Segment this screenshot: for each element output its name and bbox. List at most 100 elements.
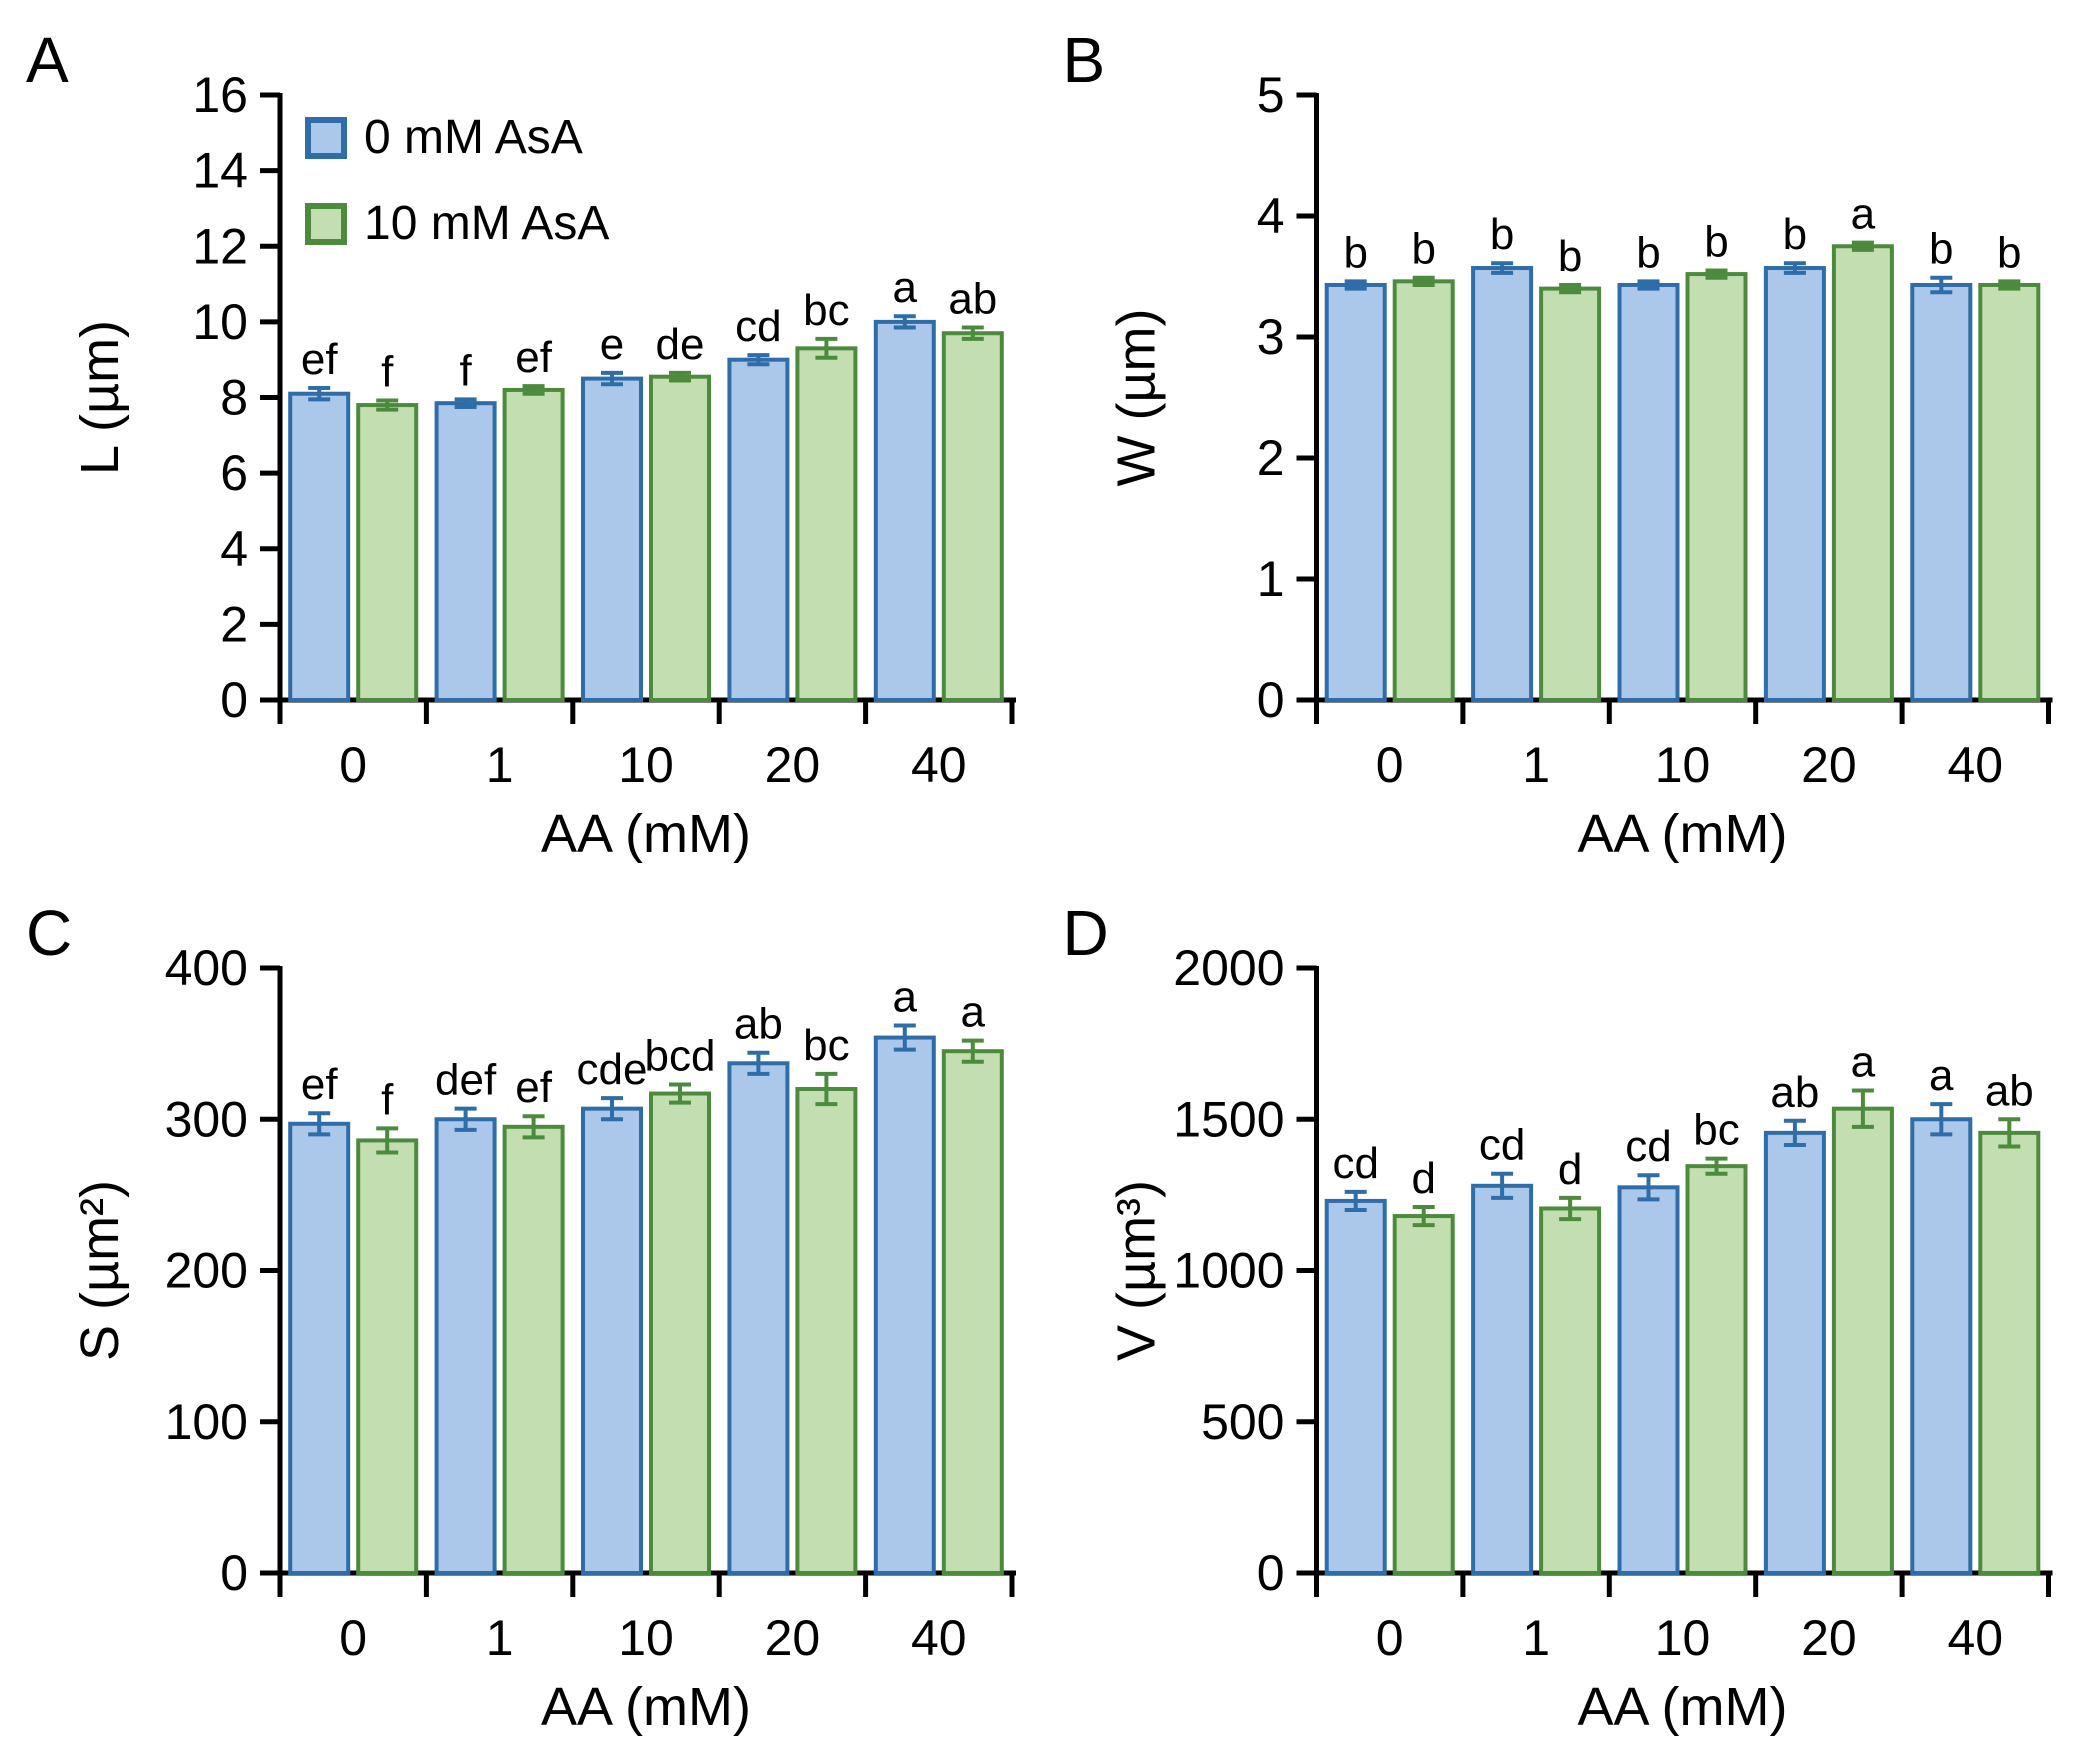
bar-0-mM-AsA-1 (1471, 266, 1534, 702)
bar-10-mM-AsA-20 (795, 1087, 858, 1575)
x-tick-label: 40 (911, 1610, 967, 1666)
y-tick-label: 0 (1257, 672, 1285, 728)
panel-letter: C (26, 897, 72, 969)
significance-letter: cd (1332, 1139, 1378, 1188)
significance-letter: ab (1770, 1068, 1819, 1117)
x-tick-label: 0 (1376, 1610, 1404, 1666)
x-tick-label: 20 (1801, 1610, 1857, 1666)
significance-letter: ef (301, 1060, 338, 1109)
x-tick-label: 1 (486, 1610, 514, 1666)
bar-0-mM-AsA-20 (1763, 1130, 1826, 1575)
significance-letter: a (1851, 1038, 1876, 1087)
y-axis-title: S (µm²) (70, 1180, 130, 1361)
x-tick-label: 10 (1655, 737, 1711, 793)
y-tick-label: 12 (192, 218, 248, 274)
y-tick-label: 3 (1257, 309, 1285, 365)
y-tick-label: 4 (220, 521, 248, 577)
significance-letter: de (656, 320, 705, 369)
x-tick-label: 20 (765, 1610, 821, 1666)
x-tick-label: 10 (1655, 1610, 1711, 1666)
y-axis-title: L (µm) (70, 320, 130, 475)
panel-c: C 0 100 200 300 400 ef f 0 def ef 1 cde bcd 10 ab bc 20 a a… (0, 873, 1036, 1746)
x-tick-label: 10 (618, 1610, 674, 1666)
significance-letter: cde (577, 1045, 648, 1094)
bar-10-mM-AsA-10 (649, 374, 711, 702)
bar-10-mM-AsA-10 (1685, 1164, 1748, 1575)
y-axis-title: V (µm³) (1107, 1180, 1167, 1361)
y-tick-label: 6 (220, 445, 248, 501)
x-axis-title: AA (mM) (1578, 1677, 1788, 1737)
bar-10-mM-AsA-1 (502, 1124, 565, 1575)
bar-10-mM-AsA-1 (502, 387, 565, 702)
y-tick-label: 8 (220, 370, 248, 426)
significance-letter: d (1411, 1154, 1435, 1203)
x-tick-label: 0 (339, 1610, 367, 1666)
y-tick-label: 300 (165, 1091, 248, 1147)
x-tick-label: 20 (765, 737, 821, 793)
significance-letter: ef (301, 335, 338, 384)
bar-0-mM-AsA-20 (727, 1061, 790, 1575)
bar-10-mM-AsA-0 (1392, 279, 1455, 702)
bar-10-mM-AsA-20 (795, 346, 858, 702)
significance-letter: f (459, 346, 472, 395)
panel-b: B 0 1 2 3 4 5 b b 0 b b 1 b b 10 b a 20 b b 40 AA (mM) W (µm) (1036, 0, 2073, 873)
significance-letter: b (1490, 210, 1514, 259)
x-tick-label: 0 (1376, 737, 1404, 793)
bar-0-mM-AsA-20 (727, 357, 790, 702)
significance-letter: f (381, 1075, 394, 1124)
significance-letter: ef (515, 333, 552, 382)
y-tick-label: 0 (220, 672, 248, 728)
bar-0-mM-AsA-0 (288, 1121, 351, 1575)
bar-0-mM-AsA-20 (1763, 266, 1826, 702)
significance-letter: a (961, 988, 986, 1037)
y-tick-label: 1500 (1173, 1091, 1284, 1147)
bar-10-mM-AsA-40 (1978, 1130, 2041, 1575)
significance-letter: cd (1625, 1122, 1671, 1171)
significance-letter: b (1783, 210, 1807, 259)
significance-letter: b (1343, 228, 1367, 277)
y-tick-label: 400 (165, 940, 248, 996)
significance-letter: bc (803, 286, 849, 335)
significance-letter: a (1851, 190, 1876, 239)
bar-10-mM-AsA-10 (649, 1091, 711, 1575)
bar-10-mM-AsA-40 (1978, 282, 2041, 702)
legend-label: 0 mM AsA (364, 111, 583, 164)
x-tick-label: 1 (1522, 737, 1550, 793)
panel-letter: B (1063, 24, 1106, 96)
bar-10-mM-AsA-0 (1392, 1214, 1455, 1575)
significance-letter: ab (734, 1000, 783, 1049)
y-tick-label: 0 (220, 1545, 248, 1601)
bar-0-mM-AsA-40 (1910, 1117, 1973, 1575)
x-axis-title: AA (mM) (541, 1677, 751, 1737)
panel-letter: D (1063, 897, 1109, 969)
bar-0-mM-AsA-40 (1910, 282, 1973, 702)
significance-letter: ab (948, 275, 997, 324)
legend-swatch-0-mM-AsA (305, 117, 347, 159)
panel-d: D 0 500 1000 1500 2000 cd d 0 cd d 1 cd bc 10 ab a 20 a ab 4… (1036, 873, 2073, 1746)
bar-0-mM-AsA-0 (1324, 282, 1387, 702)
bar-0-mM-AsA-10 (1617, 282, 1680, 702)
y-tick-label: 2 (220, 596, 248, 652)
bar-10-mM-AsA-10 (1685, 272, 1748, 702)
significance-letter: bc (803, 1021, 849, 1070)
y-axis-title: W (µm) (1107, 308, 1167, 486)
y-tick-label: 1 (1257, 551, 1285, 607)
x-tick-label: 1 (1522, 1610, 1550, 1666)
x-tick-label: 1 (486, 737, 514, 793)
significance-letter: b (1558, 232, 1582, 281)
bar-10-mM-AsA-40 (941, 1049, 1004, 1575)
significance-letter: ab (1985, 1066, 2034, 1115)
y-tick-label: 5 (1257, 67, 1285, 123)
significance-letter: b (1411, 225, 1435, 274)
bar-0-mM-AsA-10 (581, 376, 643, 702)
x-tick-label: 0 (339, 737, 367, 793)
bar-0-mM-AsA-10 (581, 1106, 643, 1575)
bar-10-mM-AsA-40 (941, 331, 1004, 702)
y-tick-label: 200 (165, 1243, 248, 1299)
bar-10-mM-AsA-1 (1539, 1206, 1602, 1575)
bar-10-mM-AsA-0 (356, 403, 419, 702)
y-tick-label: 1000 (1173, 1243, 1284, 1299)
significance-letter: b (1929, 225, 1953, 274)
